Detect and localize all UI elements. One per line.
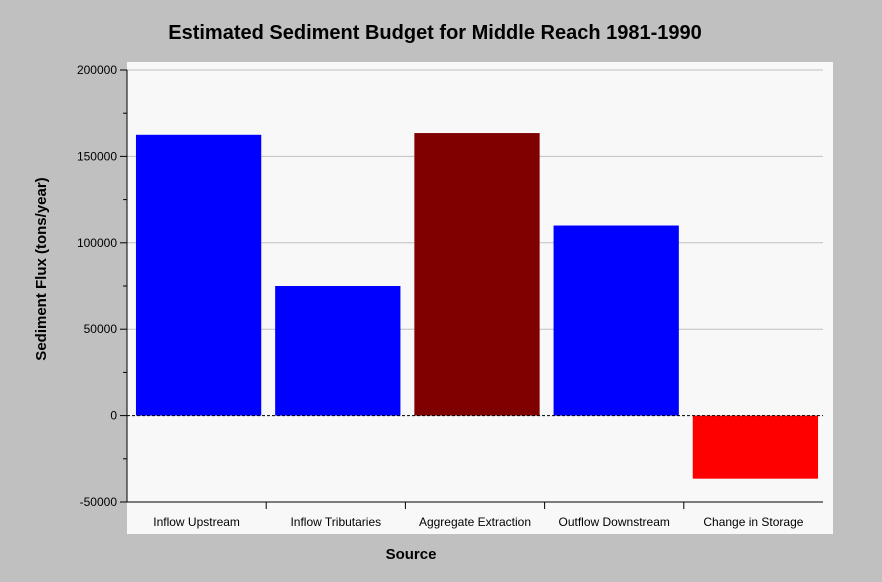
bars bbox=[135, 133, 819, 479]
chart-title: Estimated Sediment Budget for Middle Rea… bbox=[168, 22, 702, 44]
x-tick-label: Inflow Upstream bbox=[153, 515, 240, 529]
bar bbox=[692, 415, 819, 479]
y-tick-labels: -50000 0 50000 100000 150000 200000 bbox=[77, 63, 117, 509]
y-tick-label: 50000 bbox=[84, 322, 118, 336]
bar bbox=[135, 134, 262, 416]
bar bbox=[275, 286, 401, 416]
bar bbox=[414, 133, 540, 416]
axes bbox=[120, 69, 823, 509]
x-tick-label: Aggregate Extraction bbox=[419, 515, 531, 529]
y-tick-label: -50000 bbox=[80, 495, 118, 509]
y-tick-label: 200000 bbox=[77, 63, 117, 77]
x-tick-label: Change in Storage bbox=[703, 515, 803, 529]
bar bbox=[553, 225, 679, 416]
x-tick-label: Inflow Tributaries bbox=[290, 515, 381, 529]
y-tick-label: 0 bbox=[110, 409, 117, 423]
x-tick-labels: Inflow Upstream Inflow Tributaries Aggrega… bbox=[153, 515, 804, 529]
y-axis-label: Sediment Flux (tons/year) bbox=[33, 177, 50, 360]
y-tick-label: 150000 bbox=[77, 149, 117, 163]
x-axis-label: Source bbox=[386, 546, 437, 563]
y-tick-label: 100000 bbox=[77, 236, 117, 250]
x-tick-label: Outflow Downstream bbox=[559, 515, 670, 529]
